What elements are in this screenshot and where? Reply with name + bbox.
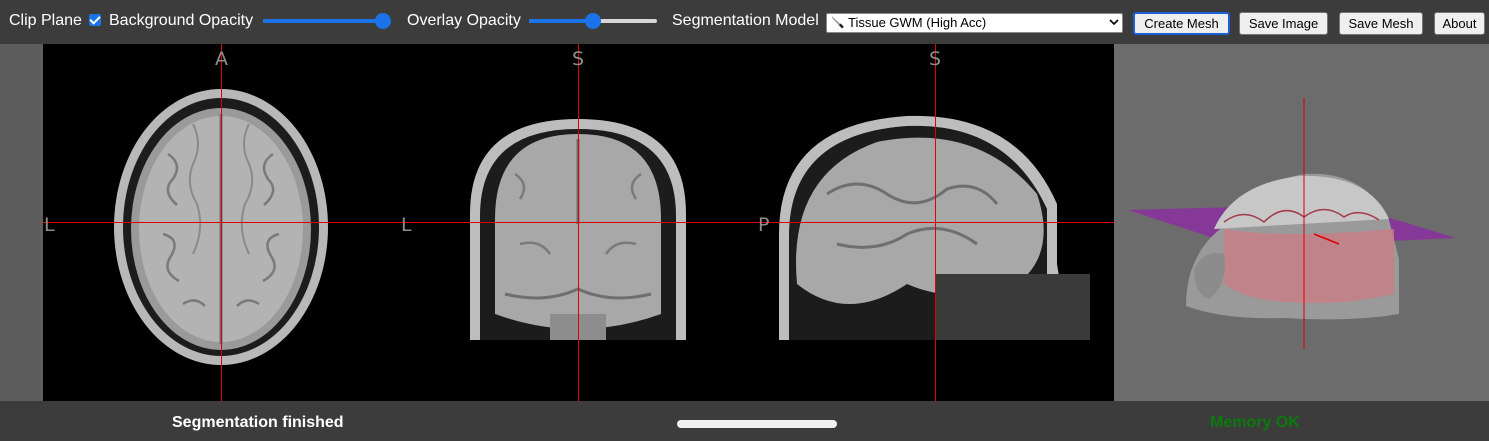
overlay-opacity-label: Overlay Opacity [407, 12, 521, 29]
memory-status: Memory OK [1210, 414, 1300, 431]
toolbar: Clip Plane Background Opacity Overlay Op… [0, 0, 1489, 44]
chevron-down-icon [1109, 19, 1119, 26]
save-image-button[interactable]: Save Image [1239, 12, 1328, 35]
segmentation-model-label: Segmentation Model [672, 12, 819, 29]
segmentation-model-text: Tissue GWM (High Acc) [848, 15, 987, 30]
render-3d-image [1128, 98, 1456, 349]
slice-viewer[interactable]: A L S L S P [43, 44, 1114, 401]
overlay-opacity-thumb[interactable] [585, 13, 601, 29]
render-3d-view[interactable] [1114, 44, 1489, 401]
coronal-view[interactable]: S L [400, 44, 757, 401]
overlay-opacity-slider[interactable] [529, 13, 657, 29]
background-opacity-thumb[interactable] [375, 13, 391, 29]
about-button[interactable]: About [1434, 12, 1485, 35]
progress-bar [677, 420, 837, 428]
background-opacity-slider[interactable] [263, 13, 391, 29]
axial-orientation-top: A [215, 48, 228, 70]
background-opacity-label: Background Opacity [109, 12, 254, 29]
background-opacity-fill [263, 19, 391, 23]
axial-view[interactable]: A L [43, 44, 400, 401]
segmentation-model-value: Tissue GWM (High Acc) [831, 15, 986, 30]
status-message: Segmentation finished [172, 414, 344, 431]
sagittal-orientation-top: S [929, 48, 942, 70]
create-mesh-button[interactable]: Create Mesh [1133, 12, 1230, 35]
coronal-crosshair-horizontal [400, 222, 757, 223]
sagittal-brain-image [779, 115, 1090, 340]
sagittal-crosshair-horizontal [757, 222, 1114, 223]
sagittal-orientation-left: P [758, 214, 770, 236]
save-mesh-button[interactable]: Save Mesh [1339, 12, 1423, 35]
axial-orientation-left: L [44, 214, 55, 236]
sagittal-view[interactable]: S P [757, 44, 1114, 401]
clip-plane-label: Clip Plane [9, 12, 82, 29]
knife-icon [831, 16, 844, 29]
axial-crosshair-horizontal [43, 222, 400, 223]
overlay-opacity-fill [529, 19, 593, 23]
coronal-orientation-top: S [572, 48, 585, 70]
coronal-orientation-left: L [401, 214, 412, 236]
segmentation-model-select[interactable]: Tissue GWM (High Acc) [826, 13, 1123, 33]
clip-plane-checkbox[interactable] [89, 14, 101, 26]
